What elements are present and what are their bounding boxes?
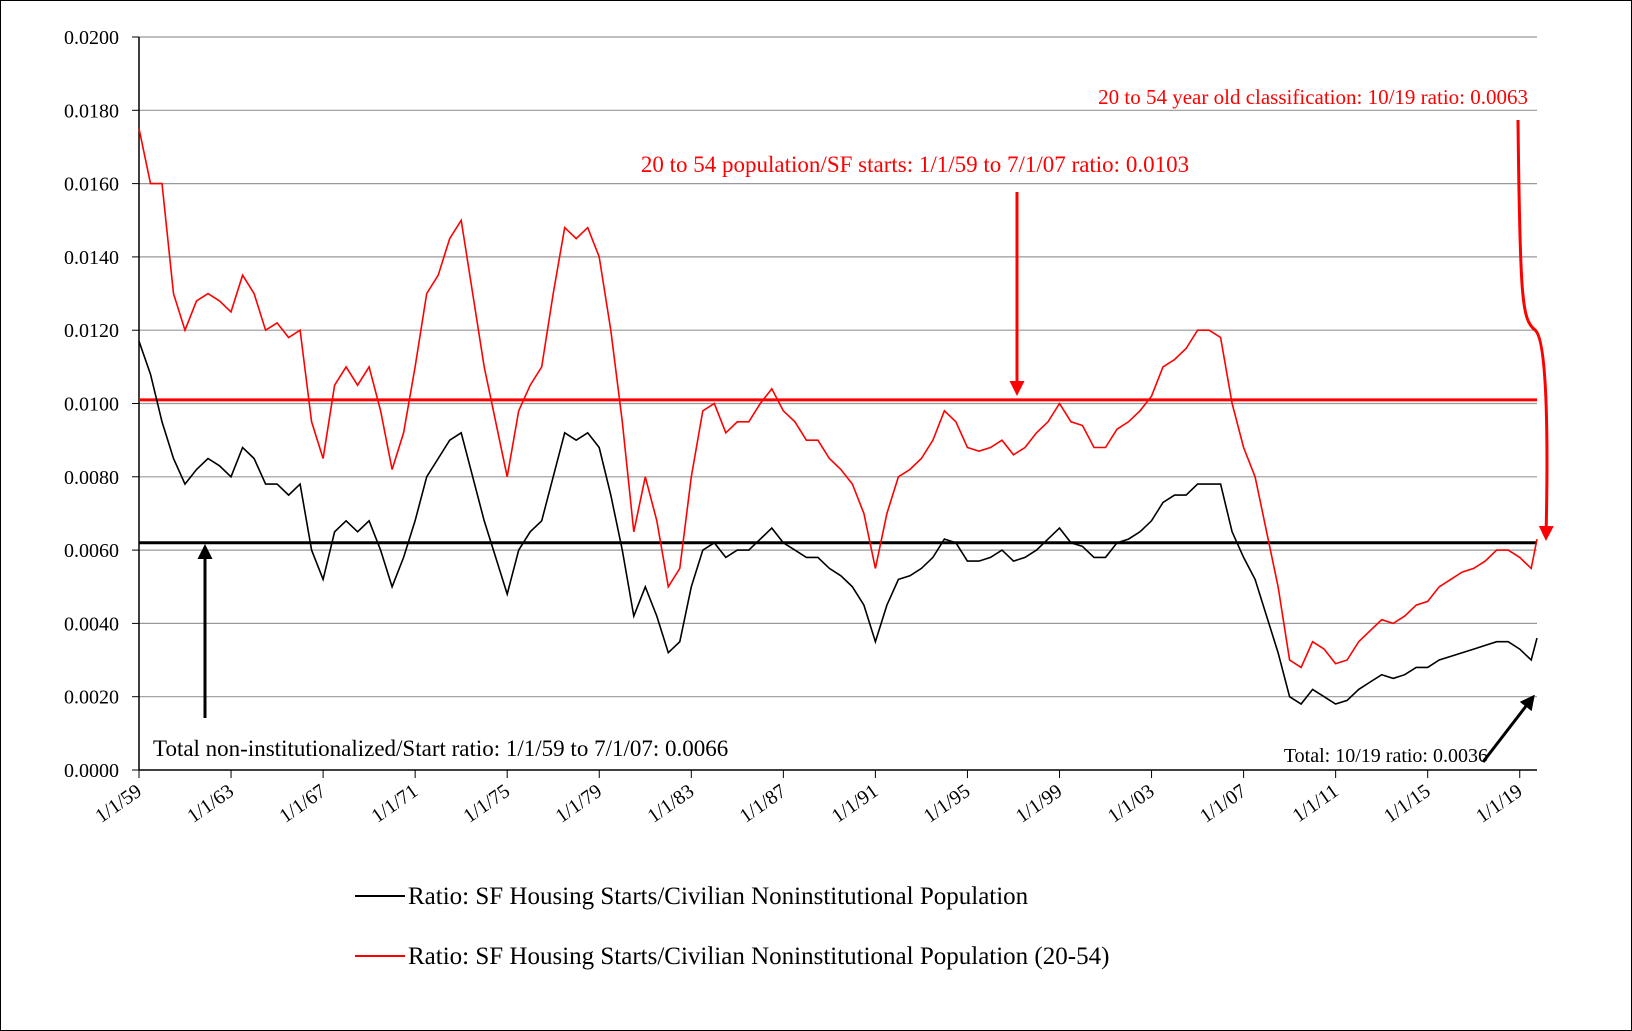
y-tick-label: 0.0020 bbox=[64, 687, 119, 709]
y-tick-label: 0.0040 bbox=[64, 613, 119, 635]
series-line bbox=[138, 128, 1538, 669]
legend-label: Ratio: SF Housing Starts/Civilian Nonins… bbox=[408, 943, 1109, 970]
y-tick-label: 0.0000 bbox=[64, 760, 119, 782]
y-tick-label: 0.0160 bbox=[64, 174, 119, 196]
y-tick-label: 0.0120 bbox=[64, 320, 119, 342]
series-line bbox=[138, 340, 1538, 706]
y-tick-label: 0.0100 bbox=[64, 394, 119, 416]
annotation: Total non-institutionalized/Start ratio:… bbox=[153, 736, 728, 761]
annotation: Total: 10/19 ratio: 0.0036 bbox=[1284, 745, 1488, 767]
annotation: 20 to 54 year old classification: 10/19 … bbox=[1098, 85, 1528, 109]
arrow bbox=[1481, 694, 1535, 763]
legend-label: Ratio: SF Housing Starts/Civilian Nonins… bbox=[408, 883, 1029, 910]
y-tick-label: 0.0060 bbox=[64, 540, 119, 562]
legend: Ratio: SF Housing Starts/Civilian Nonins… bbox=[355, 883, 1109, 970]
y-tick-label: 0.0200 bbox=[64, 27, 119, 49]
y-tick-label: 0.0180 bbox=[64, 100, 119, 122]
y-tick-label: 0.0080 bbox=[64, 467, 119, 489]
arrow bbox=[1516, 119, 1554, 541]
y-tick-label: 0.0140 bbox=[64, 247, 119, 269]
annotation: 20 to 54 population/SF starts: 1/1/59 to… bbox=[641, 152, 1189, 177]
lines bbox=[138, 128, 1538, 706]
